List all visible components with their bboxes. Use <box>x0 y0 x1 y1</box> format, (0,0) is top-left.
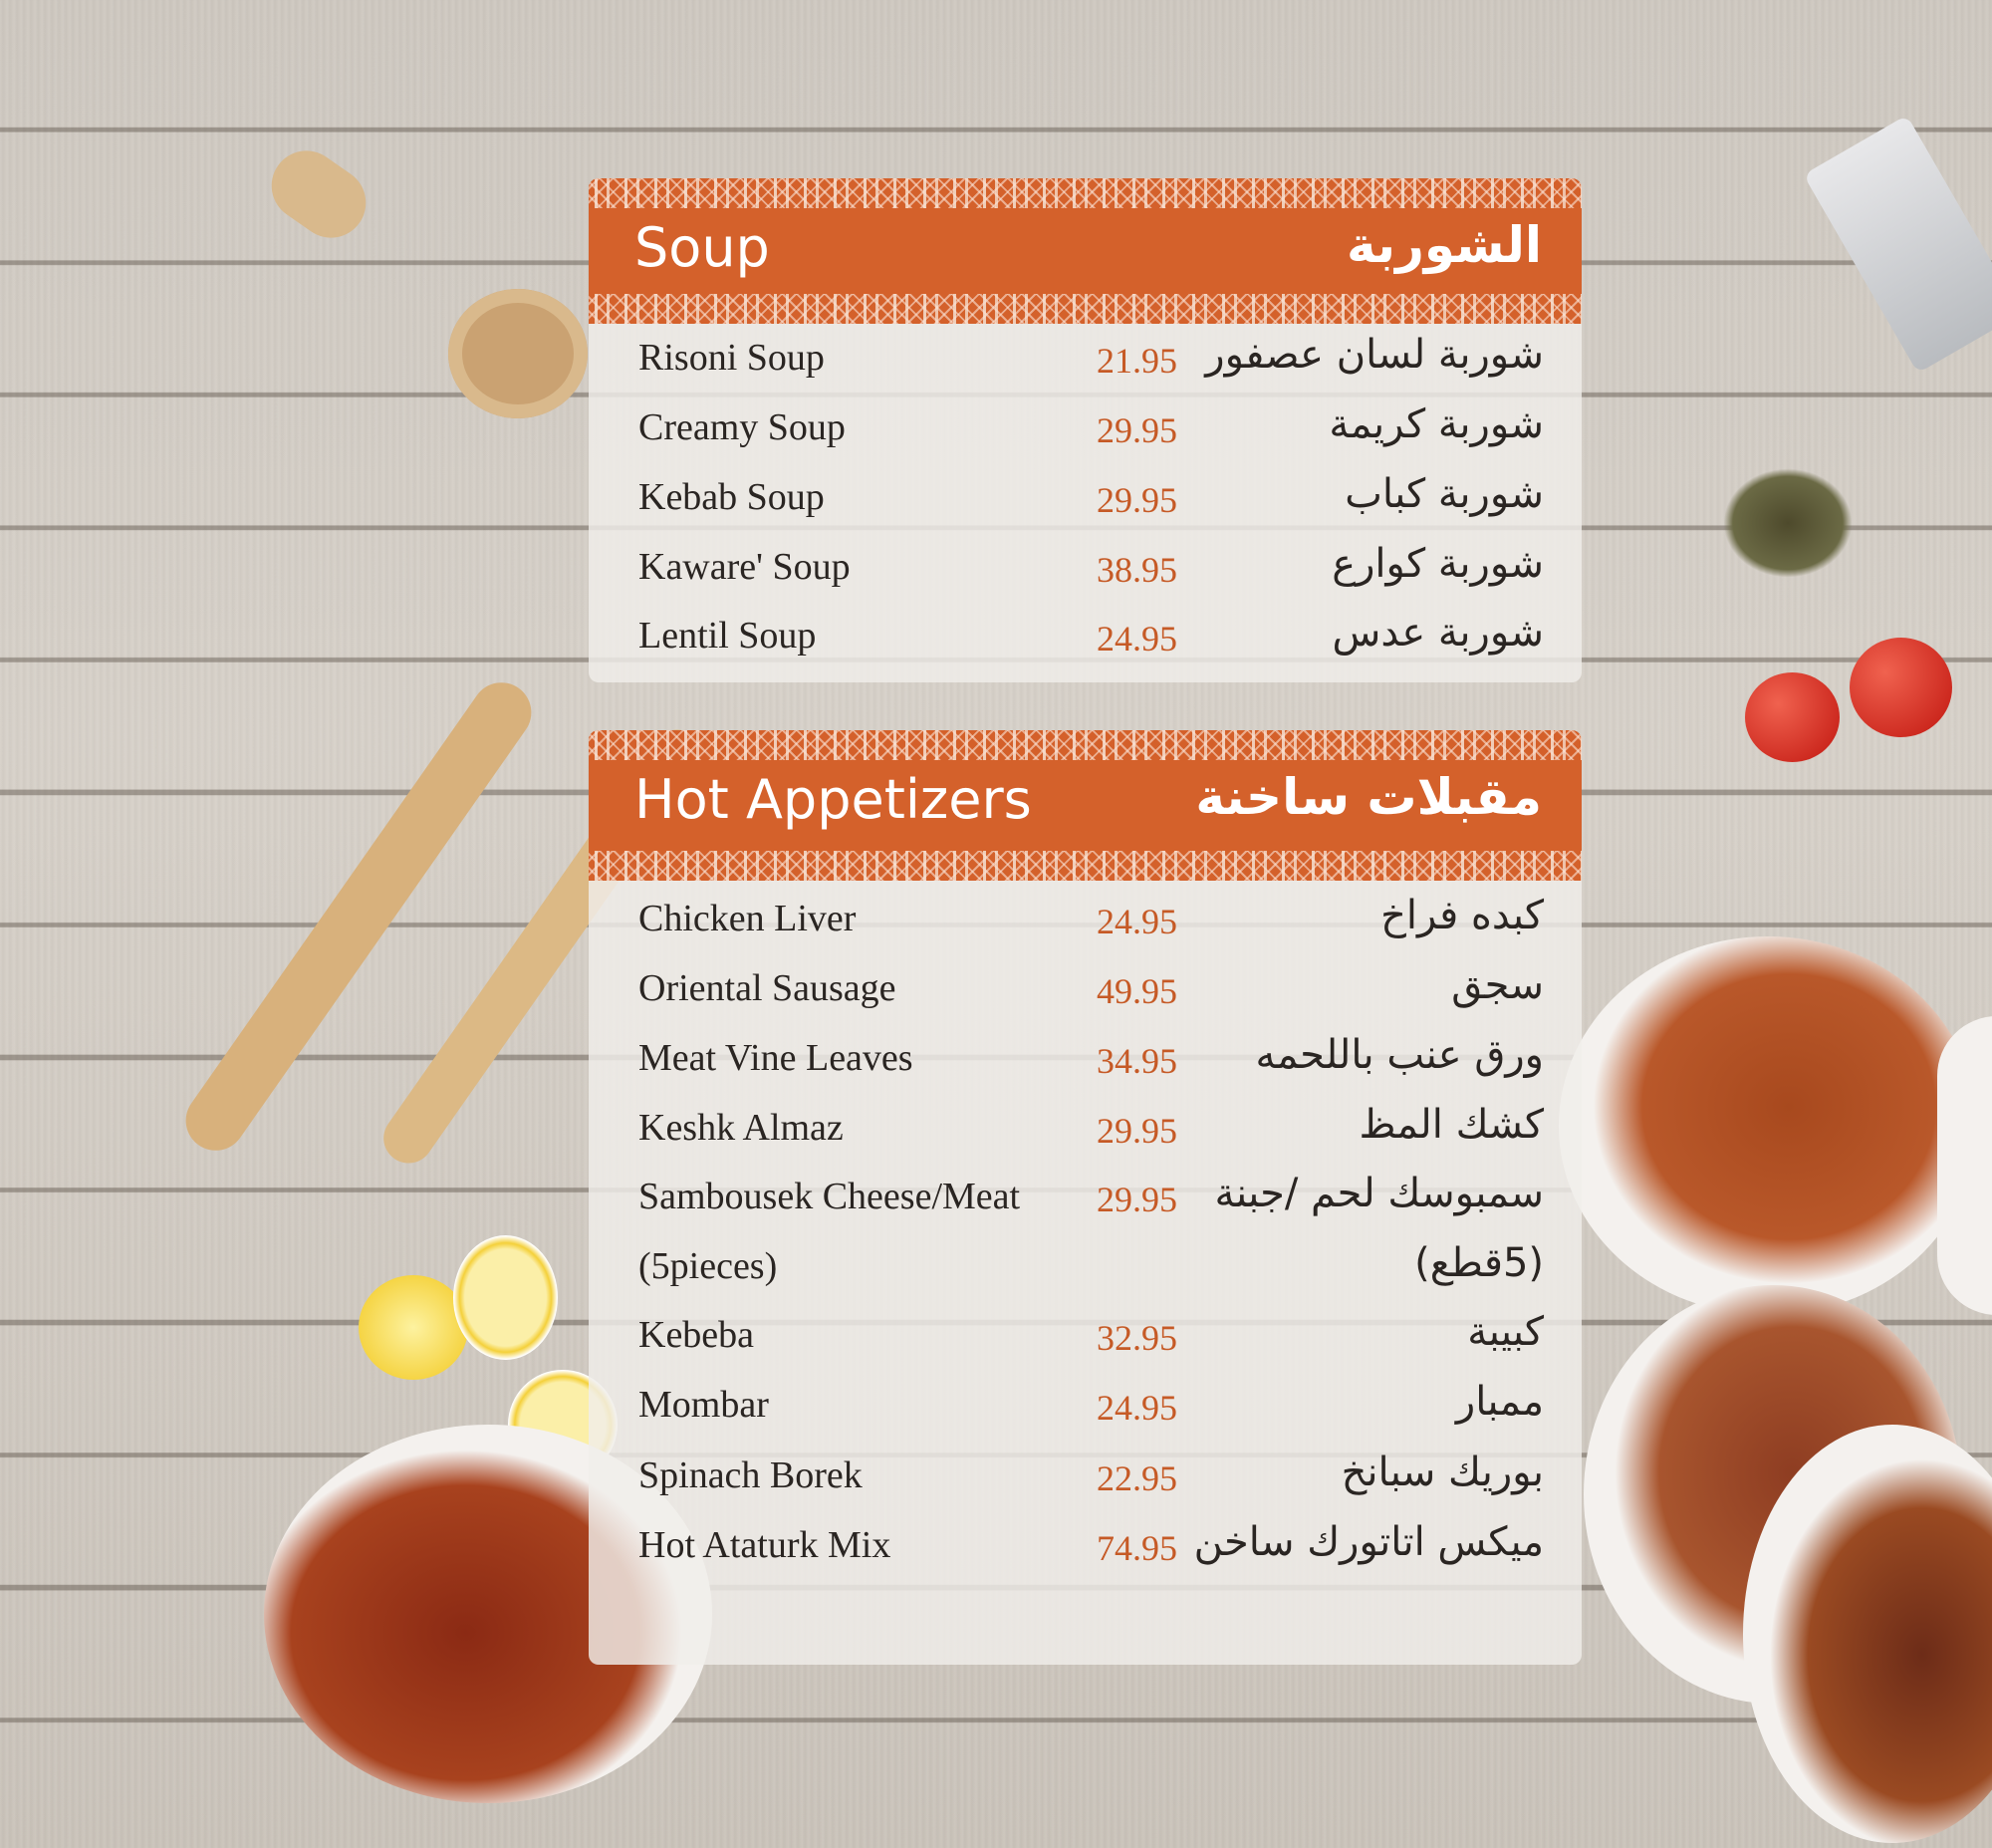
item-name-ar: شوربة عدس <box>1332 610 1544 656</box>
sambousek-dish-image <box>1937 1016 1992 1315</box>
item-name-en: Hot Ataturk Mix <box>638 1524 891 1566</box>
item-name-en: Oriental Sausage <box>638 967 896 1009</box>
herbs-image <box>1723 468 1853 578</box>
item-name-en: Risoni Soup <box>638 337 825 379</box>
item-name-ar: شوربة كريمة <box>1329 401 1544 447</box>
item-name-ar: ممبار <box>1455 1379 1544 1425</box>
item-name-en: Kebeba <box>638 1314 755 1356</box>
section-title-ar: الشوربة <box>1346 216 1542 274</box>
soup-header: Soup الشوربة <box>589 178 1582 324</box>
item-name-en: Sambousek Cheese/Meat <box>638 1176 1021 1217</box>
item-name-ar: كشك المظ <box>1359 1102 1544 1148</box>
menu-item-continuation: (5pieces) (5قطع) <box>589 1240 1582 1300</box>
salt-shaker-image <box>1803 115 1992 374</box>
item-price: 29.95 <box>1097 410 1177 450</box>
menu-item: Hot Ataturk Mix 74.95 ميكس اتاتورك ساخن <box>589 1519 1582 1579</box>
item-price: 34.95 <box>1097 1041 1177 1081</box>
item-name-en: Meat Vine Leaves <box>638 1037 913 1079</box>
item-price: 29.95 <box>1097 1111 1177 1151</box>
lemon-slice-image <box>453 1235 558 1360</box>
item-name-ar: سجق <box>1451 962 1544 1008</box>
stew-dish-image <box>1743 1425 1992 1843</box>
menu-item: Sambousek Cheese/Meat 29.95 سمبوسك لحم /جب… <box>589 1171 1582 1230</box>
menu-item: Creamy Soup 29.95 شوربة كريمة <box>589 401 1582 461</box>
wooden-spatula-image <box>173 670 544 1163</box>
wooden-scoop-bowl-image <box>448 289 588 418</box>
item-price: 32.95 <box>1097 1318 1177 1358</box>
item-name-en: Keshk Almaz <box>638 1107 844 1149</box>
item-name-en: (5pieces) <box>638 1245 778 1287</box>
item-price: 24.95 <box>1097 1388 1177 1428</box>
item-name-en: Chicken Liver <box>638 898 857 939</box>
kebeba-dish-image <box>1559 936 1977 1315</box>
hot-appetizers-section: Hot Appetizers مقبلات ساخنة Chicken Live… <box>589 730 1582 1665</box>
item-name-en: Kebab Soup <box>638 476 825 518</box>
item-name-ar: بوريك سبانخ <box>1341 1450 1544 1495</box>
menu-item: Keshk Almaz 29.95 كشك المظ <box>589 1102 1582 1162</box>
section-title-en: Soup <box>634 216 770 279</box>
menu-item: Risoni Soup 21.95 شوربة لسان عصفور <box>589 332 1582 392</box>
menu-item: Oriental Sausage 49.95 سجق <box>589 962 1582 1022</box>
item-price: 38.95 <box>1097 550 1177 590</box>
item-name-ar: شوربة كباب <box>1345 471 1544 517</box>
menu-item: Chicken Liver 24.95 كبده فراخ <box>589 893 1582 952</box>
lemon-image <box>359 1275 468 1380</box>
tomato-image <box>1850 638 1952 737</box>
menu-item: Kaware' Soup 38.95 شوربة كوارع <box>589 541 1582 601</box>
menu-item: Spinach Borek 22.95 بوريك سبانخ <box>589 1450 1582 1509</box>
item-price: 22.95 <box>1097 1458 1177 1498</box>
item-name-en: Spinach Borek <box>638 1454 863 1496</box>
section-title-en: Hot Appetizers <box>634 768 1032 831</box>
menu-item: Kebeba 32.95 كبيبة <box>589 1309 1582 1369</box>
menu-item: Mombar 24.95 ممبار <box>589 1379 1582 1439</box>
item-price: 29.95 <box>1097 1180 1177 1219</box>
item-name-ar: ميكس اتاتورك ساخن <box>1193 1519 1544 1565</box>
item-price: 24.95 <box>1097 619 1177 659</box>
menu-item: Kebab Soup 29.95 شوربة كباب <box>589 471 1582 531</box>
item-name-ar: شوربة كوارع <box>1332 541 1544 587</box>
item-name-ar: (5قطع) <box>1414 1240 1544 1286</box>
pattern-band <box>589 294 1582 324</box>
pattern-band <box>589 851 1582 881</box>
menu-item: Lentil Soup 24.95 شوربة عدس <box>589 610 1582 669</box>
item-name-ar: كبده فراخ <box>1380 893 1544 938</box>
item-name-ar: شوربة لسان عصفور <box>1205 332 1544 378</box>
item-price: 74.95 <box>1097 1528 1177 1568</box>
item-name-en: Creamy Soup <box>638 406 846 448</box>
menu-item: Meat Vine Leaves 34.95 ورق عنب باللحمه <box>589 1032 1582 1092</box>
item-name-en: Mombar <box>638 1384 769 1426</box>
item-name-en: Lentil Soup <box>638 615 817 657</box>
wooden-scoop-image <box>257 136 380 252</box>
item-name-ar: ورق عنب باللحمه <box>1255 1032 1544 1078</box>
item-price: 49.95 <box>1097 971 1177 1011</box>
item-price: 24.95 <box>1097 902 1177 941</box>
pattern-band <box>589 178 1582 208</box>
item-name-en: Kaware' Soup <box>638 546 851 588</box>
soup-section: Soup الشوربة Risoni Soup 21.95 شوربة لسان … <box>589 178 1582 682</box>
item-price: 21.95 <box>1097 341 1177 381</box>
item-price: 29.95 <box>1097 480 1177 520</box>
pattern-band <box>589 730 1582 760</box>
section-title-ar: مقبلات ساخنة <box>1195 768 1542 826</box>
item-name-ar: سمبوسك لحم /جبنة <box>1214 1171 1544 1216</box>
item-name-ar: كبيبة <box>1467 1309 1544 1355</box>
hot-appetizers-header: Hot Appetizers مقبلات ساخنة <box>589 730 1582 881</box>
tomato-image <box>1745 672 1840 762</box>
